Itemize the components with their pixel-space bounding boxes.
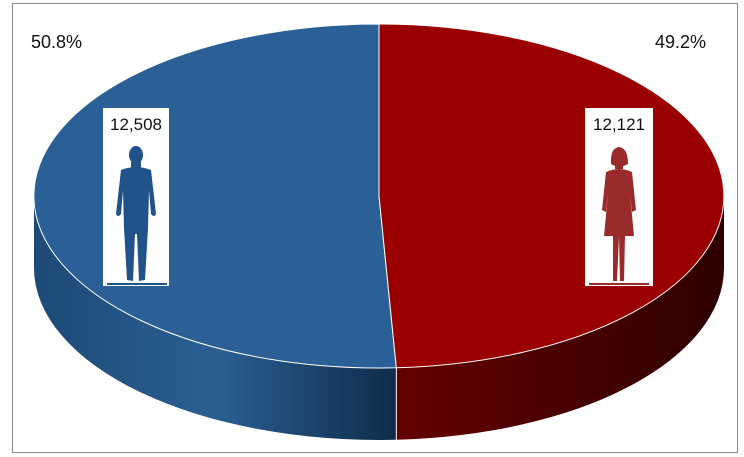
pie-slice-side-male	[34, 196, 397, 440]
data-label-female-percent: 49.2%	[655, 32, 706, 52]
data-label-female-count: 12,121	[593, 115, 645, 134]
female-figure-icon	[589, 147, 649, 285]
male-figure-icon	[107, 146, 167, 285]
pie-slice-side-female	[396, 196, 724, 440]
female-icon-card: 12,121	[585, 108, 653, 286]
data-label-male-percent: 50.8%	[31, 32, 82, 52]
male-icon-card: 12,508	[103, 108, 169, 286]
data-label-male-count: 12,508	[110, 115, 162, 134]
